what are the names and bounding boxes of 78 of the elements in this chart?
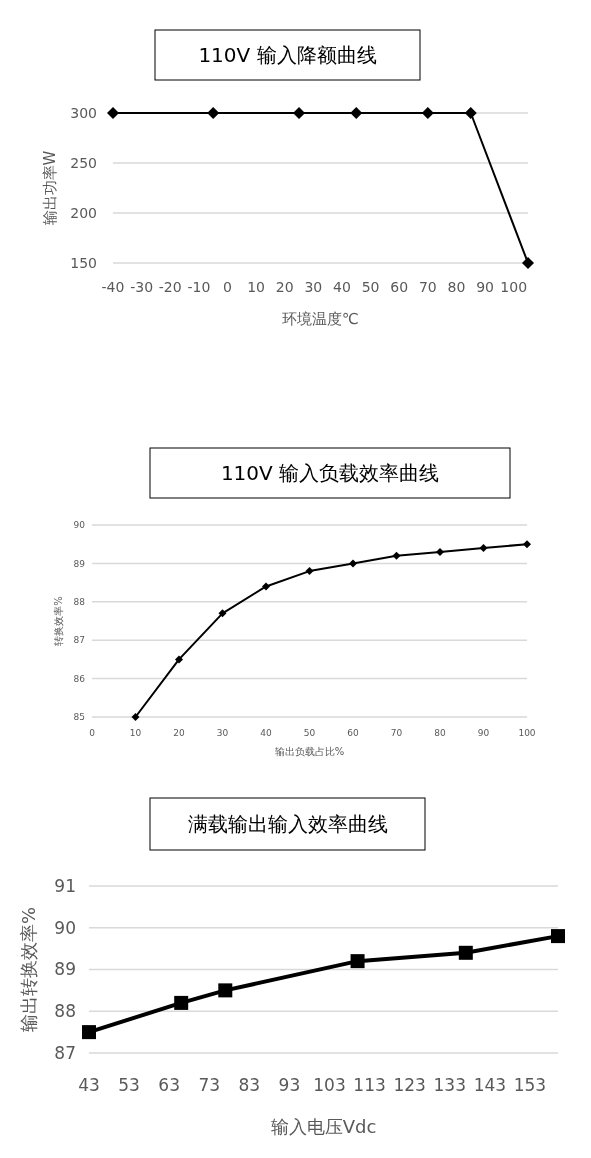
x-tick-label: 80: [434, 728, 446, 738]
chart-title: 满载输出输入效率曲线: [187, 812, 388, 836]
x-tick-label: 40: [333, 279, 351, 295]
x-tick-label: -20: [158, 279, 182, 295]
point: [218, 983, 233, 998]
point: [350, 954, 365, 969]
x-tick-label: -10: [187, 279, 211, 295]
x-tick-label: 30: [304, 279, 323, 295]
x-tick-label: 90: [477, 728, 490, 738]
x-tick-label: 153: [513, 1075, 547, 1095]
point: [262, 582, 270, 591]
point: [82, 1025, 96, 1040]
y-tick-label: 91: [54, 875, 76, 896]
x-axis-title: 环境温度℃: [282, 310, 359, 328]
x-tick-label: -30: [130, 279, 154, 295]
y-tick-label: 200: [70, 204, 97, 221]
x-tick-label: 90: [476, 279, 494, 295]
y-axis-title: 输出功率W: [41, 150, 59, 226]
y-tick-label: 90: [73, 520, 86, 531]
y-tick-label: 89: [54, 959, 76, 980]
x-tick-label: 10: [129, 728, 142, 738]
point: [523, 540, 531, 549]
x-tick-label: 43: [78, 1075, 100, 1095]
point: [174, 995, 189, 1010]
y-tick-label: 88: [73, 596, 86, 607]
x-tick-label: 83: [238, 1075, 261, 1095]
x-tick-label: 133: [433, 1075, 466, 1095]
x-tick-label: 100: [500, 279, 528, 295]
y-tick-label: 250: [70, 154, 97, 171]
x-tick-label: 50: [361, 279, 380, 295]
x-tick-label: 50: [303, 728, 316, 738]
x-axis-title: 输入电压Vdc: [270, 1116, 377, 1137]
point: [131, 713, 140, 721]
point: [392, 551, 401, 560]
x-tick-label: 143: [473, 1075, 507, 1095]
y-tick-label: 85: [73, 712, 85, 723]
y-tick-label: 87: [73, 635, 85, 646]
point: [551, 929, 565, 944]
point: [175, 655, 183, 664]
x-tick-label: 20: [275, 279, 294, 295]
x-tick-label: 70: [390, 728, 403, 738]
y-tick-label: 300: [70, 104, 97, 121]
x-tick-label: 60: [347, 728, 359, 738]
y-axis-title: 转换效率%: [53, 596, 64, 646]
point: [458, 945, 473, 960]
x-tick-label: 53: [118, 1075, 140, 1095]
x-axis-title: 输出负载占比%: [274, 746, 345, 757]
x-tick-label: 0: [223, 279, 232, 295]
y-tick-label: 88: [54, 1001, 76, 1022]
x-tick-label: 70: [418, 279, 437, 295]
x-tick-label: -40: [101, 279, 125, 295]
x-tick-label: 30: [216, 728, 229, 738]
y-tick-label: 150: [70, 254, 97, 271]
x-tick-label: 80: [447, 279, 466, 295]
x-tick-label: 103: [313, 1075, 346, 1095]
chart-title: 110V 输入降额曲线: [198, 43, 377, 67]
x-tick-label: 123: [393, 1075, 426, 1095]
x-tick-label: 10: [247, 279, 266, 295]
point: [436, 547, 444, 556]
x-tick-label: 20: [173, 728, 185, 738]
x-tick-label: 0: [89, 728, 96, 738]
y-tick-label: 89: [73, 558, 86, 569]
y-axis-title: 输出转换效率%: [18, 906, 39, 1033]
x-tick-label: 63: [158, 1075, 180, 1095]
point: [305, 567, 314, 576]
y-tick-label: 87: [54, 1042, 76, 1063]
y-tick-label: 90: [54, 917, 76, 938]
y-tick-label: 86: [73, 673, 86, 684]
x-tick-label: 40: [260, 728, 272, 738]
x-tick-label: 73: [198, 1075, 221, 1095]
point: [218, 609, 227, 618]
x-tick-label: 100: [518, 728, 536, 738]
x-tick-label: 93: [278, 1075, 301, 1095]
x-tick-label: 113: [353, 1075, 386, 1095]
point: [479, 544, 488, 553]
chart-title: 110V 输入负载效率曲线: [220, 461, 440, 485]
point: [349, 559, 357, 568]
x-tick-label: 60: [390, 279, 409, 295]
